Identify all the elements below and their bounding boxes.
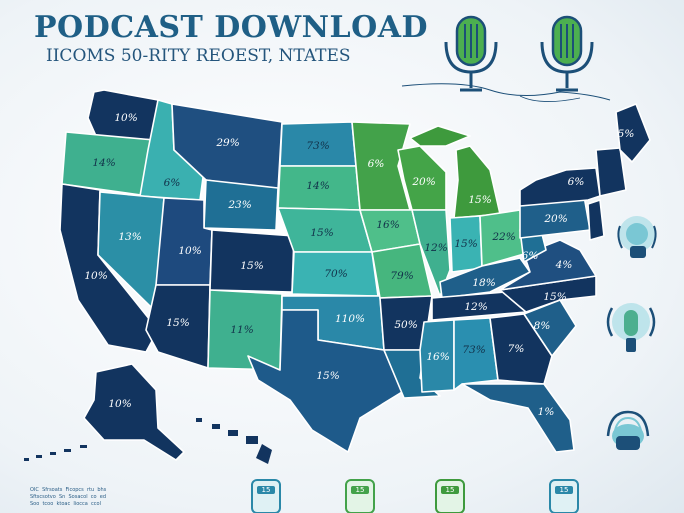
page-subtitle: IICOMS 50-RITY REOEST, NTATES xyxy=(46,46,351,66)
state-value-az: 15% xyxy=(166,317,189,329)
podcast-app-icon: 15 xyxy=(345,479,375,513)
state-value-sc: 8% xyxy=(534,320,551,332)
state-nj xyxy=(587,199,605,241)
state-value-sd: 14% xyxy=(306,180,329,192)
state-value-ga: 7% xyxy=(508,343,525,355)
page-title: PODCAST DOWNLOAD xyxy=(34,10,429,45)
state-value-ms: 16% xyxy=(426,351,449,363)
state-value-id: 6% xyxy=(164,177,181,189)
state-value-wa: 10% xyxy=(114,112,137,124)
state-fl xyxy=(461,383,575,453)
state-value-oh: 22% xyxy=(491,231,515,243)
state-value-ut: 10% xyxy=(178,245,201,257)
state-value-ks: 70% xyxy=(324,268,347,280)
state-value-pa: 20% xyxy=(543,213,567,225)
app-badge-label: 15 xyxy=(560,486,569,494)
hawaii-islands xyxy=(196,418,272,464)
state-me xyxy=(615,103,651,163)
state-value-ca: 10% xyxy=(84,270,107,282)
state-value-nm: 11% xyxy=(230,324,253,336)
state-value-tx: 15% xyxy=(316,370,339,382)
state-value-ia: 16% xyxy=(376,219,399,231)
state-ga xyxy=(489,313,553,385)
state-value-wi: 20% xyxy=(411,176,435,188)
state-value-al: 73% xyxy=(462,344,485,356)
podcast-app-icon: 15 xyxy=(549,479,579,513)
aleutian-islands xyxy=(24,445,87,461)
footnote-text: OIC Sfrsoats Ficopcs rtu bhs Sftscsotvo … xyxy=(30,487,107,507)
podcast-app-icon: 15 xyxy=(251,479,281,513)
podcast-device-icon xyxy=(617,216,657,258)
state-ne-region xyxy=(595,147,627,197)
state-value-or: 14% xyxy=(92,157,115,169)
state-value-fl: 1% xyxy=(538,406,555,418)
state-value-nv: 13% xyxy=(118,231,141,243)
state-value-mi: 15% xyxy=(468,194,491,206)
state-value-mo: 79% xyxy=(390,270,413,282)
decorative-cable xyxy=(401,83,611,102)
state-value-tn: 12% xyxy=(464,301,487,313)
state-al xyxy=(453,317,499,391)
app-badge-label: 15 xyxy=(262,486,271,494)
podcast-app-icon: 15 xyxy=(435,479,465,513)
state-ut xyxy=(155,197,213,286)
state-value-nd: 73% xyxy=(306,140,329,152)
app-badge-label: 15 xyxy=(356,486,365,494)
state-az xyxy=(145,284,211,369)
state-mi-up xyxy=(409,125,471,147)
state-value-me: 5% xyxy=(618,128,635,140)
state-value-ak: 10% xyxy=(108,398,131,410)
state-value-ok: 110% xyxy=(335,313,365,325)
state-value-ne: 15% xyxy=(310,227,333,239)
microphone-icon xyxy=(540,15,594,92)
state-value-ar: 50% xyxy=(394,319,417,331)
app-badge-label: 15 xyxy=(446,486,455,494)
state-value-co: 15% xyxy=(240,260,263,272)
state-value-in: 15% xyxy=(454,238,477,250)
state-value-wv: 6% xyxy=(522,250,539,262)
state-value-nc: 15% xyxy=(543,291,566,303)
state-mi xyxy=(453,145,501,219)
state-value-mt: 29% xyxy=(215,137,239,149)
state-value-ny: 6% xyxy=(568,176,585,188)
state-value-mn: 6% xyxy=(368,158,385,170)
state-value-va: 4% xyxy=(555,259,573,271)
state-value-wy: 23% xyxy=(227,199,251,211)
state-ny xyxy=(519,167,601,207)
podcast-device-icon xyxy=(606,410,650,450)
state-ms xyxy=(419,319,455,393)
state-va xyxy=(499,239,597,291)
podcast-device-icon xyxy=(606,303,656,352)
state-tx xyxy=(247,309,403,453)
state-value-il: 12% xyxy=(424,242,447,254)
state-value-ky: 18% xyxy=(472,277,495,289)
state-ak xyxy=(83,363,185,461)
